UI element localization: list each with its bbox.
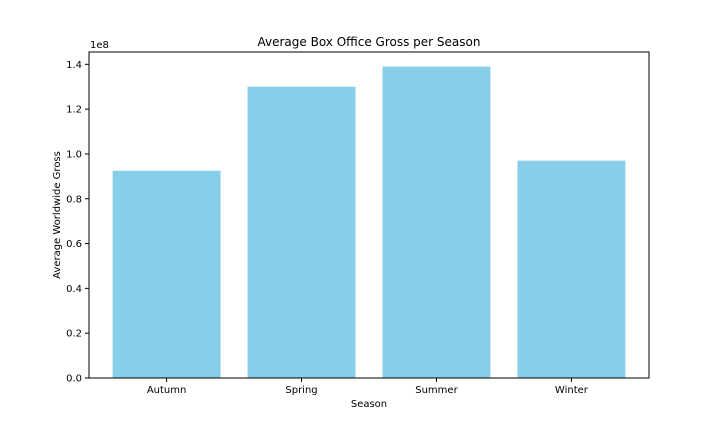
y-tick-label: 0.8 [66,194,82,205]
bar-spring [247,86,356,379]
y-tick-label: 0.4 [66,284,82,295]
y-tick-label: 0.0 [66,374,82,385]
bar-winter [517,160,626,378]
x-tick-label-summer: Summer [415,385,458,396]
y-tick-label: 0.2 [66,329,82,340]
bars-group [112,66,626,379]
y-tick-label: 1.2 [66,105,82,116]
y-tick-label: 0.6 [66,239,82,250]
chart-title: Average Box Office Gross per Season [258,35,481,49]
y-tick-label: 1.4 [66,60,82,71]
y-tick-label: 1.0 [66,149,82,160]
x-tick-label-spring: Spring [285,385,317,396]
plot-frame [88,51,650,379]
x-axis: Autumn Spring Summer Winter [147,378,589,396]
y-axis-offset-label: 1e8 [90,40,109,51]
y-axis: 0.0 0.2 0.4 0.6 0.8 1.0 1.2 1.4 [66,60,89,385]
y-axis-label: Average Worldwide Gross [52,151,63,279]
x-axis-label: Season [351,399,387,410]
x-tick-label-winter: Winter [555,385,589,396]
bar-autumn [112,170,221,378]
bar-summer [382,66,491,379]
x-tick-label-autumn: Autumn [147,385,187,396]
